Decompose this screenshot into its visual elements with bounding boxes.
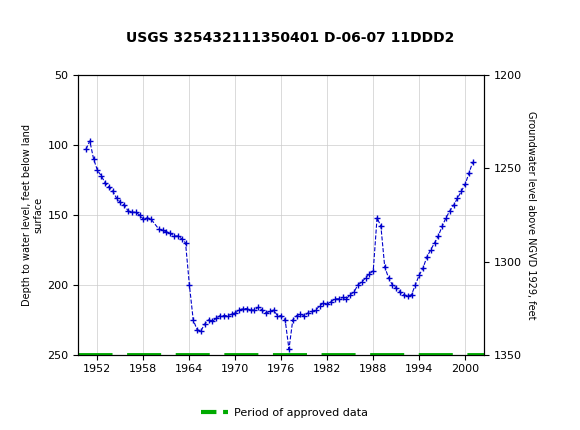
Legend: Period of approved data: Period of approved data [196, 403, 372, 422]
Text: ≋ USGS: ≋ USGS [5, 12, 81, 29]
Y-axis label: Depth to water level, feet below land
surface: Depth to water level, feet below land su… [21, 124, 44, 306]
Y-axis label: Groundwater level above NGVD 1929, feet: Groundwater level above NGVD 1929, feet [526, 111, 537, 319]
Text: USGS 325432111350401 D-06-07 11DDD2: USGS 325432111350401 D-06-07 11DDD2 [126, 31, 454, 45]
